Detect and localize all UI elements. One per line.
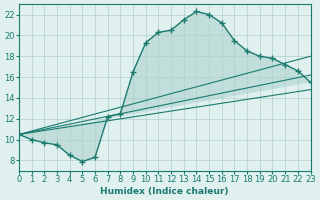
X-axis label: Humidex (Indice chaleur): Humidex (Indice chaleur) xyxy=(100,187,229,196)
Polygon shape xyxy=(19,11,310,162)
